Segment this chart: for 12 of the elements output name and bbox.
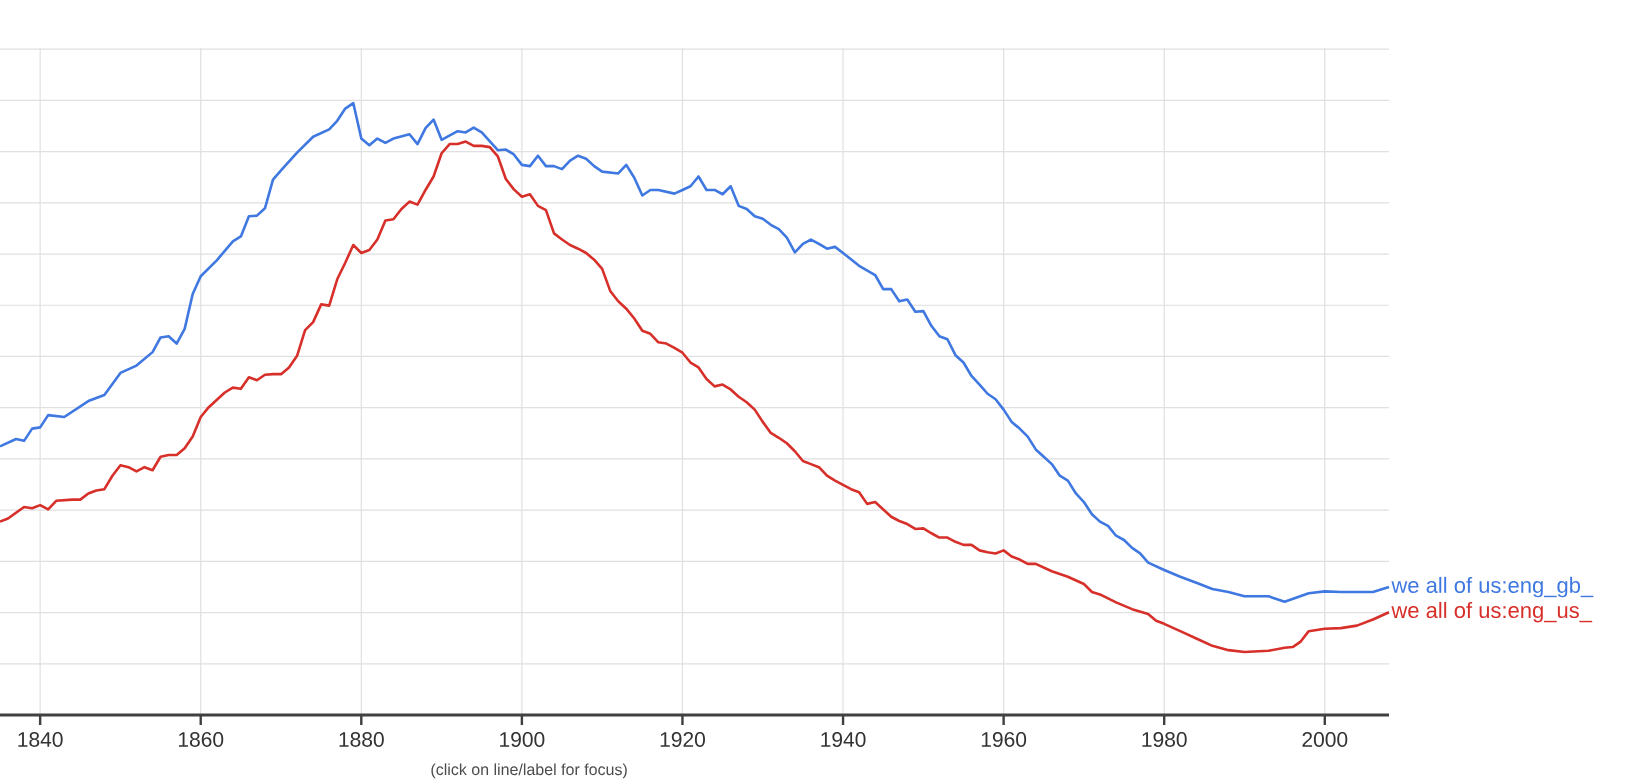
series-label: we all of us:eng_us_ [1391,601,1593,623]
x-tick-label: 1900 [500,732,545,747]
series-label: we all of us:eng_gb_ [1391,576,1594,598]
x-tick-label: 2000 [1302,732,1348,747]
x-tick-label: 1840 [18,732,63,747]
x-tick-label: 1860 [178,732,224,747]
x-tick-label: 1960 [981,732,1027,747]
x-tick-label: 1980 [1142,732,1187,747]
x-tick-label: 1920 [660,732,705,747]
x-tick-label: 1940 [821,732,866,747]
x-tick-label: 1880 [339,732,384,747]
text: (click on line/label for focus) [431,763,627,779]
